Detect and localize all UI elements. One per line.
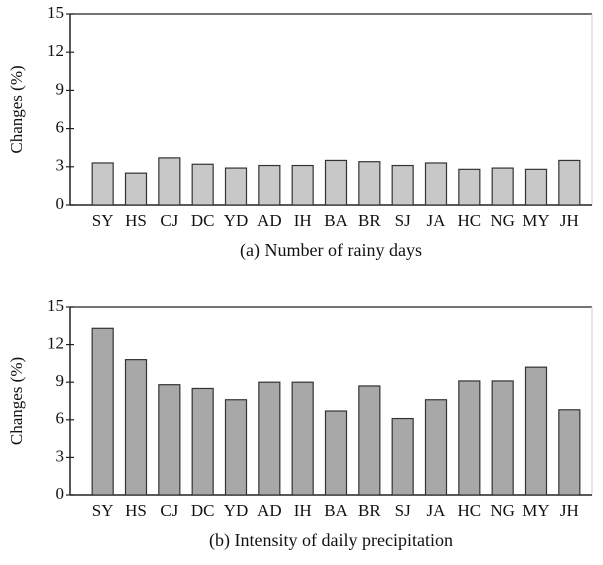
y-tick-label: 9	[56, 79, 65, 98]
panel-caption: (b) Intensity of daily precipitation	[209, 530, 453, 551]
bar	[458, 168, 481, 206]
bar	[91, 327, 114, 496]
y-tick-label: 6	[56, 118, 65, 137]
x-tick-label: SY	[92, 501, 114, 520]
y-tick-label: 3	[56, 446, 65, 465]
x-tick-label: NG	[490, 211, 515, 230]
y-tick-label: 15	[47, 296, 64, 315]
bar	[391, 417, 414, 496]
x-tick-label: CJ	[160, 501, 178, 520]
x-tick-label: SJ	[395, 211, 411, 230]
x-tick-label: IH	[294, 211, 312, 230]
x-tick-label: YD	[224, 501, 249, 520]
bar	[258, 381, 281, 496]
x-tick-label: HC	[458, 501, 482, 520]
panel-caption: (a) Number of rainy days	[240, 240, 422, 261]
x-tick-label: IH	[294, 501, 312, 520]
bar	[558, 159, 581, 206]
bar	[424, 399, 448, 496]
x-tick-label: SY	[92, 211, 114, 230]
bar	[391, 164, 414, 206]
x-tick-label: DC	[191, 211, 215, 230]
y-tick-label: 6	[56, 409, 65, 428]
x-tick-label: MY	[522, 211, 549, 230]
x-tick-label: HS	[125, 211, 147, 230]
bar	[124, 172, 148, 206]
x-tick-label: AD	[257, 501, 282, 520]
x-tick-label: MY	[522, 501, 549, 520]
y-tick-label: 0	[56, 194, 65, 213]
x-tick-label: BR	[358, 501, 381, 520]
bar	[524, 366, 548, 496]
bar	[558, 409, 581, 496]
y-tick-label: 12	[47, 41, 64, 60]
bar	[224, 399, 248, 496]
x-tick-label: SJ	[395, 501, 411, 520]
bar	[191, 387, 214, 496]
x-tick-label: BR	[358, 211, 381, 230]
bar	[158, 384, 181, 496]
x-tick-label: CJ	[160, 211, 178, 230]
x-tick-label: JH	[560, 501, 579, 520]
bar	[324, 159, 348, 206]
bar	[191, 163, 214, 206]
y-axis-label: Changes (%)	[7, 65, 26, 153]
y-tick-label: 3	[56, 156, 65, 175]
x-tick-label: DC	[191, 501, 215, 520]
x-tick-label: AD	[257, 211, 282, 230]
bar	[258, 164, 281, 206]
bar	[324, 410, 348, 496]
bar	[458, 380, 481, 496]
bar	[491, 380, 514, 496]
bar	[124, 359, 148, 496]
bar	[358, 161, 381, 206]
x-tick-label: JA	[427, 211, 447, 230]
x-tick-label: HC	[458, 211, 482, 230]
y-axis-label: Changes (%)	[7, 357, 26, 445]
bar	[91, 162, 114, 206]
bar	[291, 164, 314, 206]
x-tick-label: JH	[560, 211, 579, 230]
bar	[224, 167, 248, 206]
x-tick-label: YD	[224, 211, 249, 230]
x-tick-label: JA	[427, 501, 447, 520]
y-tick-label: 9	[56, 371, 65, 390]
bar	[158, 157, 181, 206]
x-tick-label: HS	[125, 501, 147, 520]
y-tick-label: 15	[47, 3, 64, 22]
y-tick-label: 12	[47, 334, 64, 353]
y-tick-label: 0	[56, 484, 65, 503]
bar	[291, 381, 314, 496]
x-tick-label: NG	[490, 501, 515, 520]
bar	[524, 168, 548, 206]
bar	[358, 385, 381, 496]
x-tick-label: BA	[324, 501, 348, 520]
bar	[424, 162, 448, 206]
x-tick-label: BA	[324, 211, 348, 230]
bar	[491, 167, 514, 206]
